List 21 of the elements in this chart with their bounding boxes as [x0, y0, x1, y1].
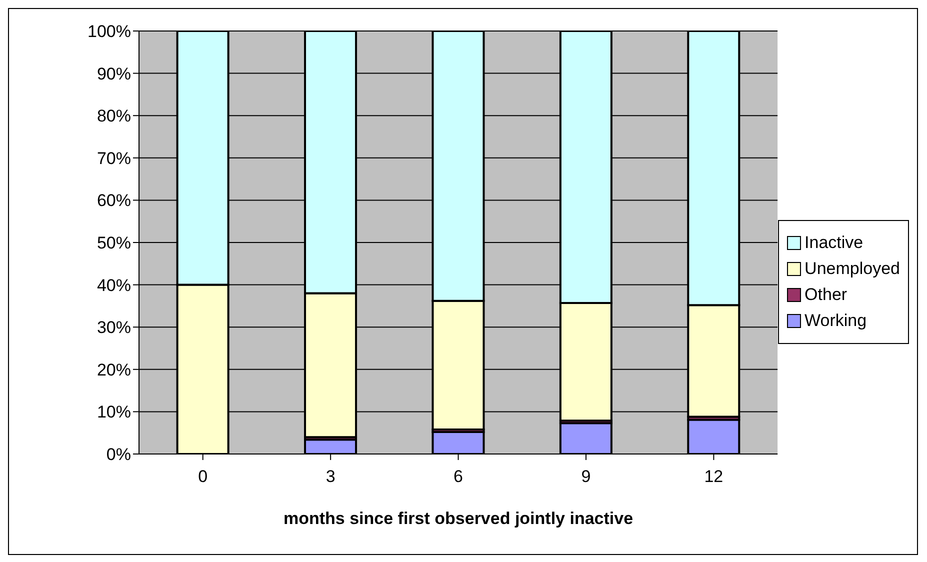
x-tick-label: 0	[198, 467, 208, 486]
y-tick-label: 10%	[96, 402, 131, 422]
legend-label: Inactive	[804, 232, 864, 252]
legend-label: Working	[804, 310, 867, 330]
legend-label: Other	[804, 284, 848, 304]
y-tick-label: 80%	[96, 106, 131, 126]
y-tick-label: 30%	[96, 318, 131, 338]
y-tick-label: 40%	[96, 276, 131, 295]
x-tick-label: 12	[704, 467, 724, 486]
x-axis-title: months since first observed jointly inactive	[284, 509, 634, 528]
x-tick-label: 3	[326, 467, 336, 486]
y-tick-label: 100%	[88, 22, 131, 42]
legend-label: Unemployed	[804, 258, 900, 278]
y-tick-label: 60%	[96, 191, 131, 210]
y-tick-label: 50%	[96, 234, 131, 253]
x-tick-label: 9	[581, 467, 591, 486]
x-tick-label: 6	[454, 467, 464, 486]
y-tick-label: 70%	[96, 148, 131, 168]
y-tick-label: 0%	[106, 445, 131, 464]
y-tick-label: 90%	[96, 64, 131, 84]
y-tick-label: 20%	[96, 360, 131, 380]
